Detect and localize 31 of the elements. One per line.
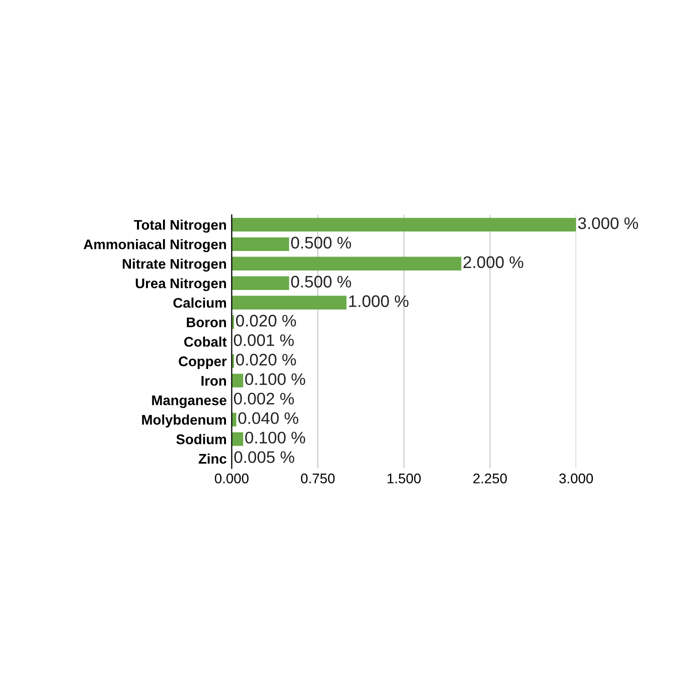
x-tick-label: 0.750	[300, 474, 335, 484]
data-label: 0.040 %	[238, 412, 298, 424]
y-tick-label: Cobalt	[184, 336, 227, 347]
y-tick-label: Urea Nitrogen	[136, 278, 226, 292]
data-label: 0.020 %	[236, 354, 296, 366]
y-tick-label: Ammoniacal Nitrogen	[84, 239, 226, 252]
x-tick-label: 3.000	[559, 474, 593, 484]
y-tick-label: Sodium	[176, 434, 226, 444]
data-label: 0.020 %	[236, 314, 296, 327]
data-label: 0.500 %	[291, 276, 352, 288]
data-label: 0.005 %	[234, 451, 294, 464]
data-label: 1.000 %	[349, 295, 408, 308]
y-tick-label: Manganese	[152, 396, 226, 408]
data-label: 0.100 %	[245, 373, 306, 386]
y-tick-label: Copper	[178, 356, 227, 370]
data-label: 3.000 %	[578, 217, 638, 230]
data-label: 0.001 %	[234, 334, 294, 346]
data-label: 0.100 %	[245, 432, 306, 444]
y-tick-label: Molybdenum	[142, 414, 226, 428]
data-label: 0.002 %	[234, 392, 294, 405]
y-tick-label: Total Nitrogen	[134, 220, 226, 233]
y-tick-label: Calcium	[173, 298, 226, 308]
y-tick-label: Zinc	[198, 454, 226, 464]
x-tick-label: 2.250	[473, 474, 507, 484]
y-tick-label: Nitrate Nitrogen	[122, 258, 226, 272]
y-tick-label: Iron	[202, 376, 226, 386]
x-tick-label: 1.500	[388, 474, 421, 484]
data-label: 0.500 %	[291, 236, 352, 249]
x-tick-label: 0.000	[214, 474, 249, 484]
y-tick-label: Boron	[186, 318, 226, 328]
data-label: 2.000 %	[464, 256, 524, 268]
